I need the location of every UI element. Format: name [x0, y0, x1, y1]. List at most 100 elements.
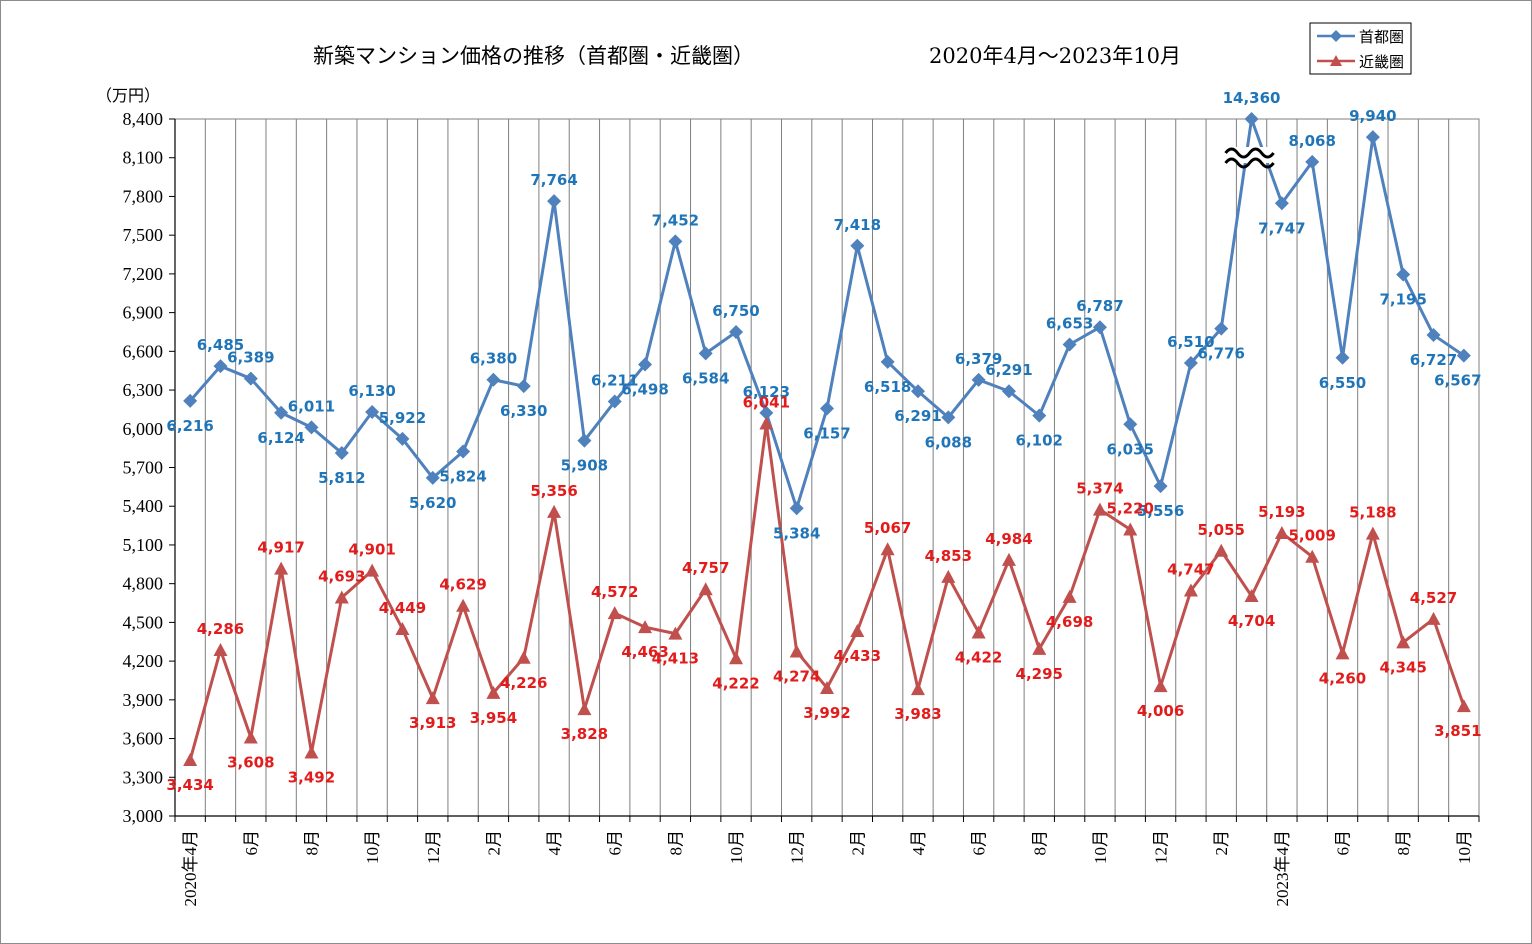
- data-label-kinki: 3,851: [1434, 722, 1481, 740]
- data-label-tokyo: 6,518: [864, 378, 911, 396]
- data-point-kinki: [486, 685, 501, 699]
- data-label-tokyo: 7,747: [1258, 219, 1305, 237]
- data-point-tokyo: [516, 379, 531, 394]
- data-point-kinki: [304, 745, 319, 759]
- y-tick-label: 3,000: [123, 806, 164, 826]
- data-point-tokyo: [729, 324, 744, 339]
- data-point-kinki: [1183, 583, 1198, 597]
- data-label-tokyo: 5,908: [561, 457, 608, 475]
- data-label-tokyo: 6,216: [166, 417, 213, 435]
- data-point-tokyo: [1123, 417, 1138, 432]
- data-label-kinki: 3,434: [166, 776, 213, 794]
- data-point-tokyo: [274, 405, 289, 420]
- legend-box: [1309, 22, 1412, 75]
- y-unit-label: （万円）: [96, 86, 160, 105]
- data-label-tokyo: 5,824: [439, 467, 486, 485]
- data-label-tokyo: 7,418: [834, 216, 881, 234]
- data-label-kinki: 4,527: [1410, 589, 1457, 607]
- x-tick-label: 8月: [1030, 830, 1049, 856]
- data-point-kinki: [1032, 641, 1047, 655]
- legend-label-tokyo: 首都圏: [1359, 28, 1404, 46]
- x-tick-label: 6月: [242, 830, 261, 856]
- x-tick-label: 12月: [788, 830, 807, 864]
- data-label-kinki: 4,422: [955, 648, 1002, 666]
- data-label-kinki: 4,226: [500, 674, 547, 692]
- data-label-tokyo: 5,620: [409, 494, 456, 512]
- data-label-kinki: 5,193: [1258, 503, 1305, 521]
- data-point-kinki: [789, 644, 804, 658]
- y-tick-label: 6,300: [123, 380, 164, 400]
- data-point-kinki: [638, 620, 653, 634]
- data-label-tokyo: 6,510: [1167, 333, 1214, 351]
- data-label-tokyo: 5,812: [318, 469, 365, 487]
- y-tick-label: 3,600: [123, 729, 164, 749]
- data-point-kinki: [547, 504, 562, 518]
- data-label-kinki: 4,629: [439, 576, 486, 594]
- data-label-kinki: 3,828: [561, 725, 608, 743]
- data-point-tokyo: [547, 194, 562, 209]
- data-label-kinki: 4,917: [257, 539, 304, 557]
- y-tick-label: 5,100: [123, 535, 164, 555]
- data-point-tokyo: [425, 470, 440, 485]
- data-point-kinki: [1335, 646, 1350, 660]
- series-group: [183, 112, 1471, 766]
- chart-title: 新築マンション価格の推移（首都圏・近畿圏）: [313, 44, 754, 68]
- data-point-tokyo: [698, 346, 713, 361]
- data-point-tokyo: [1092, 320, 1107, 335]
- y-tick-label: 5,700: [123, 458, 164, 478]
- data-point-tokyo: [183, 393, 198, 408]
- data-point-kinki: [1092, 502, 1107, 516]
- data-label-kinki: 3,492: [288, 768, 335, 786]
- x-tick-label: 2023年4月: [1273, 830, 1292, 907]
- data-point-tokyo: [577, 433, 592, 448]
- data-label-tokyo: 6,584: [682, 369, 729, 387]
- data-point-tokyo: [941, 410, 956, 425]
- data-point-tokyo: [334, 446, 349, 461]
- y-tick-label: 5,400: [123, 496, 164, 516]
- data-point-kinki: [456, 598, 471, 612]
- data-point-tokyo: [880, 354, 895, 369]
- data-label-tokyo: 6,485: [197, 336, 244, 354]
- data-label-tokyo: 6,157: [803, 425, 850, 443]
- data-point-tokyo: [1062, 337, 1077, 352]
- data-point-kinki: [425, 691, 440, 705]
- y-tick-label: 7,200: [123, 264, 164, 284]
- data-point-kinki: [1244, 589, 1259, 603]
- data-label-tokyo: 6,389: [227, 349, 274, 367]
- data-label-kinki: 5,009: [1288, 527, 1335, 545]
- data-label-tokyo: 6,330: [500, 402, 547, 420]
- data-label-kinki: 3,608: [227, 754, 274, 772]
- data-label-kinki: 4,572: [591, 583, 638, 601]
- y-tick-label: 7,800: [123, 186, 164, 206]
- data-point-kinki: [759, 416, 774, 430]
- data-point-kinki: [820, 680, 834, 694]
- grid-lines: [204, 119, 1450, 816]
- data-point-tokyo: [243, 371, 258, 386]
- data-label-tokyo: 5,556: [1137, 502, 1184, 520]
- data-label-tokyo: 8,068: [1288, 132, 1335, 150]
- data-label-tokyo: 9,940: [1349, 107, 1396, 125]
- data-point-tokyo: [1183, 355, 1198, 370]
- y-tick-label: 6,600: [123, 341, 164, 361]
- data-point-kinki: [1274, 525, 1289, 539]
- data-point-tokyo: [820, 401, 834, 416]
- data-label-kinki: 4,698: [1046, 613, 1093, 631]
- data-label-kinki: 4,274: [773, 668, 820, 686]
- x-tick-label: 10月: [1455, 830, 1474, 864]
- data-label-kinki: 6,041: [743, 393, 790, 411]
- legend-marker-tokyo: [1330, 30, 1342, 42]
- data-point-tokyo: [1305, 154, 1320, 169]
- data-point-kinki: [577, 702, 592, 716]
- data-label-kinki: 4,693: [318, 567, 365, 585]
- y-tick-label: 8,400: [123, 109, 164, 129]
- data-point-tokyo: [789, 501, 804, 516]
- data-label-kinki: 3,992: [803, 704, 850, 722]
- x-tick-label: 10月: [727, 830, 746, 864]
- x-tick-label: 8月: [666, 830, 685, 856]
- x-tick-label: 12月: [424, 830, 443, 864]
- x-tick-label: 2月: [1212, 830, 1231, 856]
- data-label-tokyo: 6,776: [1198, 345, 1245, 363]
- data-label-kinki: 4,463: [621, 643, 668, 661]
- data-label-kinki: 5,220: [1107, 499, 1154, 517]
